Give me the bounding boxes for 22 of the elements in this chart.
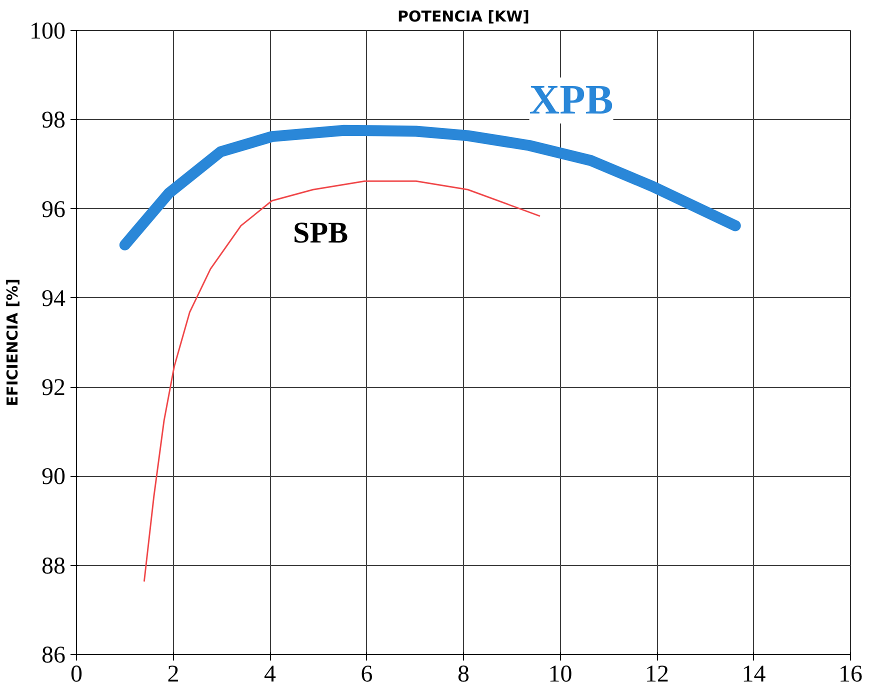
chart-title: POTENCIA [KW] <box>397 8 530 26</box>
x-tick-label: 4 <box>264 662 276 688</box>
y-tick-label: 90 <box>42 464 66 490</box>
x-tick-label: 8 <box>458 662 470 688</box>
y-tick-label: 100 <box>30 18 66 44</box>
y-tick-label: 86 <box>42 642 66 668</box>
y-tick-label: 98 <box>42 108 66 134</box>
line-series <box>143 180 540 582</box>
y-tick-label: 88 <box>42 553 66 580</box>
x-tick-label: 2 <box>167 662 180 688</box>
x-tick-label: 14 <box>742 662 766 688</box>
x-tick-label: 12 <box>645 662 669 688</box>
y-tick-label: 94 <box>42 286 66 312</box>
series-label: SPB <box>293 216 348 250</box>
x-tick-label: 16 <box>838 662 862 688</box>
x-tick-label: 0 <box>70 662 82 688</box>
y-tick-label: 96 <box>42 196 66 223</box>
x-tick-label: 6 <box>360 662 373 688</box>
series-label: XPB <box>529 77 614 124</box>
x-tick-label: 10 <box>548 662 572 688</box>
y-tick-label: 92 <box>42 375 66 402</box>
y-axis-title: EFICIENCIA [%] <box>4 278 22 406</box>
